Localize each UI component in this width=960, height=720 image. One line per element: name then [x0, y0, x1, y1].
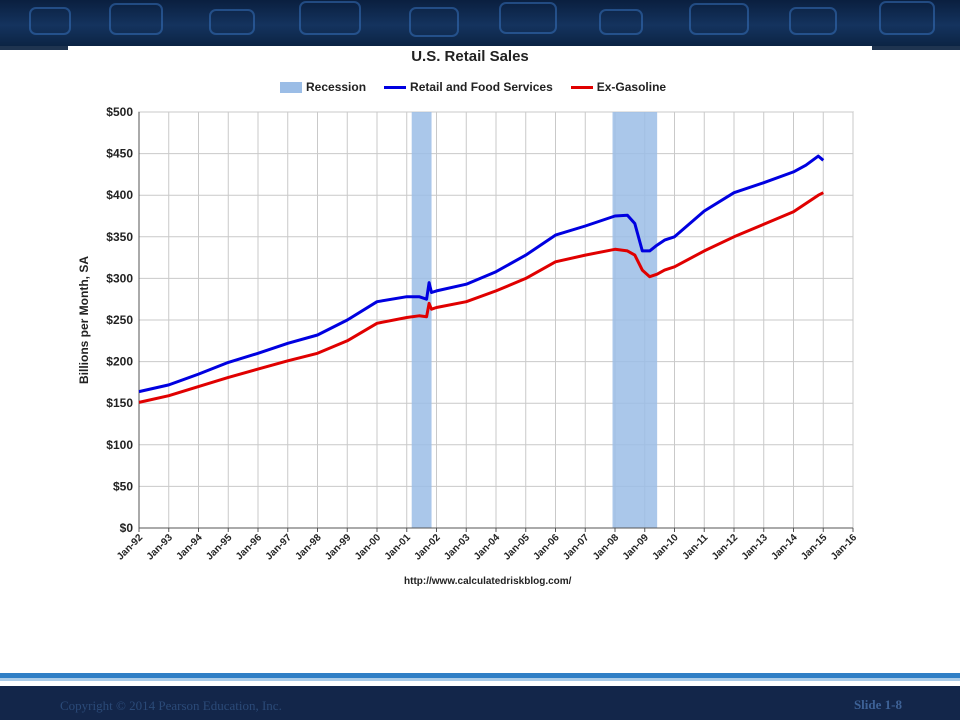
- legend-item-retail: Retail and Food Services: [384, 80, 553, 94]
- legend-swatch-recession: [280, 81, 302, 93]
- series-line-retail: [138, 154, 825, 394]
- y-tick-label: $50: [113, 479, 133, 493]
- x-tick-label: Jan-03: [442, 532, 472, 562]
- y-tick-label: $0: [120, 521, 134, 535]
- x-tick-label: Jan-00: [353, 532, 383, 562]
- chart-area: $0 $50 $100 $150 $200 $250 $300 $350 $400 $450 $50…: [70, 44, 870, 604]
- legend-item-recession: Recession: [280, 80, 366, 94]
- chart-legend: Recession Retail and Food Services Ex-Ga…: [280, 79, 666, 95]
- x-tick-label: Jan-97: [264, 532, 294, 562]
- footer-bar: Copyright © 2014 Pearson Education, Inc.…: [0, 686, 960, 720]
- copyright-text: Copyright © 2014 Pearson Education, Inc.: [60, 698, 282, 713]
- y-axis-title: Billions per Month, SA: [77, 256, 91, 384]
- legend-label-exgas: Ex-Gasoline: [596, 80, 667, 94]
- x-tick-label: Jan-04: [472, 532, 502, 562]
- legend-item-exgas: Ex-Gasoline: [570, 80, 667, 94]
- x-tick-label: Jan-01: [383, 532, 413, 562]
- x-tick-label: Jan-15: [799, 532, 829, 562]
- footer-rule: [0, 673, 960, 678]
- series-line-exgas: [138, 191, 824, 404]
- legend-label-recession: Recession: [306, 80, 367, 94]
- chart-plot: $0 $50 $100 $150 $200 $250 $300 $350 $400 $450 $50…: [77, 105, 859, 563]
- x-tick-label: Jan-92: [115, 532, 145, 562]
- x-tick-label: Jan-07: [561, 532, 591, 562]
- x-tick-label: Jan-11: [681, 532, 711, 562]
- recession-band: [612, 112, 658, 528]
- x-tick-label: Jan-93: [145, 532, 175, 562]
- y-tick-label: $250: [106, 313, 133, 327]
- header-accent-right: [872, 46, 960, 50]
- x-tick-label: Jan-98: [293, 532, 323, 562]
- y-tick-label: $200: [106, 355, 133, 369]
- x-tick-label: Jan-08: [591, 532, 621, 562]
- footer-rule-light: [0, 678, 960, 681]
- x-tick-label: Jan-16: [829, 532, 859, 562]
- x-tick-label: Jan-99: [323, 532, 353, 562]
- y-tick-label: $150: [106, 396, 133, 410]
- x-tick-label: Jan-94: [174, 532, 204, 562]
- banner-pattern: [29, 1, 935, 37]
- x-tick-label: Jan-95: [204, 532, 234, 562]
- chart-title: U.S. Retail Sales: [411, 48, 529, 65]
- recession-band: [411, 112, 432, 528]
- x-tick-label: Jan-05: [502, 532, 532, 562]
- header-accent-left: [0, 46, 68, 50]
- x-tick-label: Jan-14: [769, 532, 799, 562]
- legend-label-retail: Retail and Food Services: [410, 80, 553, 94]
- x-tick-label: Jan-06: [531, 532, 561, 562]
- header-banner: [0, 0, 960, 46]
- y-tick-label: $100: [106, 438, 133, 452]
- x-tick-label: Jan-12: [710, 532, 740, 562]
- y-tick-label: $350: [106, 230, 133, 244]
- x-tick-label: Jan-09: [621, 532, 651, 562]
- y-tick-label: $400: [106, 188, 133, 202]
- x-tick-label: Jan-02: [412, 532, 442, 562]
- slide-number: Slide 1-8: [853, 697, 902, 712]
- y-tick-label: $450: [106, 147, 133, 161]
- y-tick-label: $500: [106, 105, 133, 119]
- x-tick-label: Jan-96: [234, 532, 264, 562]
- x-tick-label: Jan-13: [740, 532, 770, 562]
- legend-swatch-retail: [384, 85, 407, 89]
- x-tick-label: Jan-10: [650, 532, 680, 562]
- y-tick-label: $300: [106, 271, 133, 285]
- legend-swatch-exgas: [570, 85, 593, 89]
- chart-source: http://www.calculatedriskblog.com/: [404, 576, 572, 587]
